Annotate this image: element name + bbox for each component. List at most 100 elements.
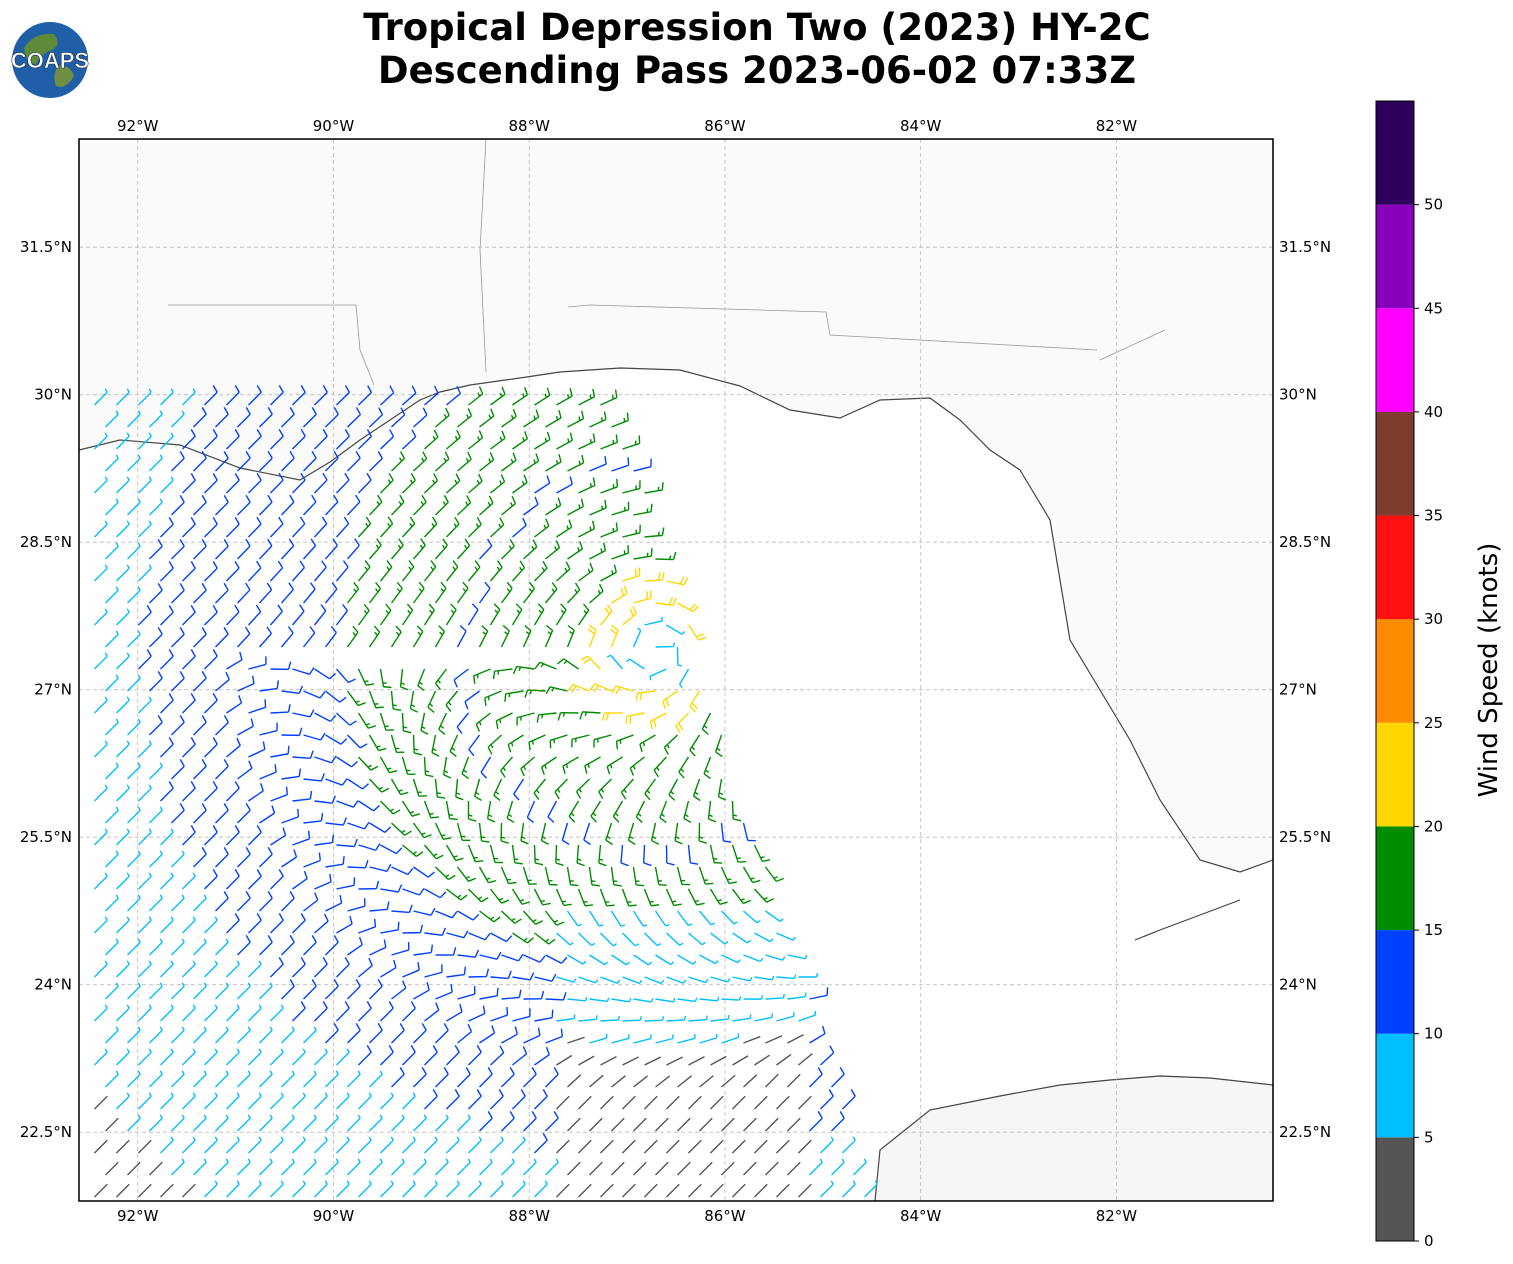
wind-barb bbox=[402, 1044, 416, 1066]
barb-shaft bbox=[467, 844, 476, 862]
wind-barb bbox=[523, 1066, 537, 1088]
barb-flag bbox=[684, 813, 689, 818]
barb-flag bbox=[792, 936, 797, 941]
barb-shaft bbox=[446, 436, 461, 450]
wind-barb bbox=[456, 625, 467, 648]
barb-shaft bbox=[138, 567, 152, 582]
wind-barb bbox=[380, 1180, 394, 1198]
barb-flag bbox=[474, 795, 482, 802]
barb-flag bbox=[126, 740, 130, 745]
lat-label-left: 31.5°N bbox=[20, 238, 72, 256]
wind-barb bbox=[313, 560, 327, 582]
barb-flag bbox=[773, 876, 778, 879]
barb-flag bbox=[324, 1092, 328, 1097]
wind-barb bbox=[611, 1075, 626, 1088]
barb-shaft bbox=[632, 630, 642, 648]
barb-shaft bbox=[226, 391, 240, 406]
barb-flag bbox=[332, 538, 338, 546]
wind-barb bbox=[479, 910, 501, 923]
wind-barb bbox=[302, 538, 317, 560]
wind-barb bbox=[622, 1056, 639, 1066]
barb-shaft bbox=[633, 1161, 647, 1176]
barb-flag bbox=[303, 870, 308, 879]
wind-barb bbox=[457, 1158, 471, 1176]
wind-barb bbox=[445, 844, 464, 862]
wind-barb bbox=[512, 1180, 526, 1198]
barb-shaft bbox=[303, 1029, 317, 1044]
barb-shaft bbox=[379, 566, 393, 582]
barb-flag bbox=[437, 796, 446, 799]
barb-shaft bbox=[215, 985, 229, 1000]
barb-shaft bbox=[798, 1014, 816, 1022]
barb-shaft bbox=[313, 566, 327, 582]
barb-shaft bbox=[500, 588, 513, 604]
barb-flag bbox=[432, 1044, 438, 1053]
wind-barb bbox=[391, 822, 412, 836]
barb-flag bbox=[399, 1022, 405, 1031]
barb-shaft bbox=[182, 787, 196, 802]
barb-shaft bbox=[787, 1161, 801, 1176]
wind-barb bbox=[182, 1136, 196, 1154]
barb-flag bbox=[421, 726, 426, 730]
barb-flag bbox=[569, 432, 573, 441]
barb-flag bbox=[578, 788, 582, 793]
wind-barb bbox=[303, 450, 317, 472]
barb-flag bbox=[212, 780, 218, 789]
wind-barb bbox=[798, 1139, 812, 1154]
barb-flag bbox=[453, 523, 457, 528]
barb-shaft bbox=[655, 1075, 671, 1088]
barb-flag bbox=[540, 766, 545, 775]
wind-barb bbox=[237, 494, 251, 516]
barb-shaft bbox=[457, 993, 475, 1000]
wind-barb bbox=[787, 1161, 801, 1176]
barb-shaft bbox=[611, 1037, 630, 1044]
barb-flag bbox=[377, 494, 383, 503]
wind-barb bbox=[237, 718, 254, 736]
barb-flag bbox=[319, 691, 326, 699]
wind-barb bbox=[149, 982, 163, 1000]
lat-label-right: 24°N bbox=[1279, 976, 1317, 994]
barb-shaft bbox=[842, 1095, 856, 1110]
wind-barb bbox=[193, 846, 207, 868]
barb-shaft bbox=[589, 1117, 603, 1132]
barb-shaft bbox=[523, 503, 539, 516]
barb-shaft bbox=[105, 853, 119, 868]
barb-flag bbox=[401, 1114, 405, 1119]
barb-shaft bbox=[171, 1029, 185, 1044]
barb-shaft bbox=[105, 809, 119, 824]
wind-barb bbox=[698, 822, 707, 844]
barb-flag bbox=[115, 806, 119, 811]
barb-shaft bbox=[710, 1183, 724, 1198]
barb-flag bbox=[256, 384, 262, 393]
barb-flag bbox=[719, 901, 728, 905]
barb-flag bbox=[523, 765, 527, 771]
barb-flag bbox=[353, 588, 357, 593]
wind-barb bbox=[589, 954, 609, 966]
barb-flag bbox=[355, 978, 361, 987]
wind-barb bbox=[721, 1117, 735, 1132]
barb-flag bbox=[524, 431, 529, 440]
barb-flag bbox=[537, 1027, 541, 1036]
barb-flag bbox=[403, 726, 408, 729]
barb-flag bbox=[384, 826, 392, 833]
barb-shaft bbox=[270, 1183, 284, 1198]
barb-shaft bbox=[204, 1007, 218, 1022]
barb-shaft bbox=[567, 998, 586, 1002]
barb-flag bbox=[532, 539, 538, 548]
barb-flag bbox=[639, 1016, 643, 1021]
barb-flag bbox=[612, 816, 620, 823]
barb-flag bbox=[817, 1066, 823, 1075]
wind-barb bbox=[600, 1056, 617, 1066]
barb-flag bbox=[168, 560, 174, 569]
wind-barb bbox=[204, 960, 218, 978]
barb-flag bbox=[387, 516, 394, 525]
wind-barb bbox=[390, 581, 403, 604]
barb-flag bbox=[570, 812, 575, 817]
wind-barb bbox=[523, 1110, 537, 1132]
barb-flag bbox=[558, 454, 562, 463]
barb-flag bbox=[605, 839, 613, 846]
barb-shaft bbox=[489, 566, 503, 582]
barb-flag bbox=[555, 459, 559, 465]
barb-shaft bbox=[556, 439, 573, 450]
wind-barb bbox=[567, 1117, 581, 1132]
